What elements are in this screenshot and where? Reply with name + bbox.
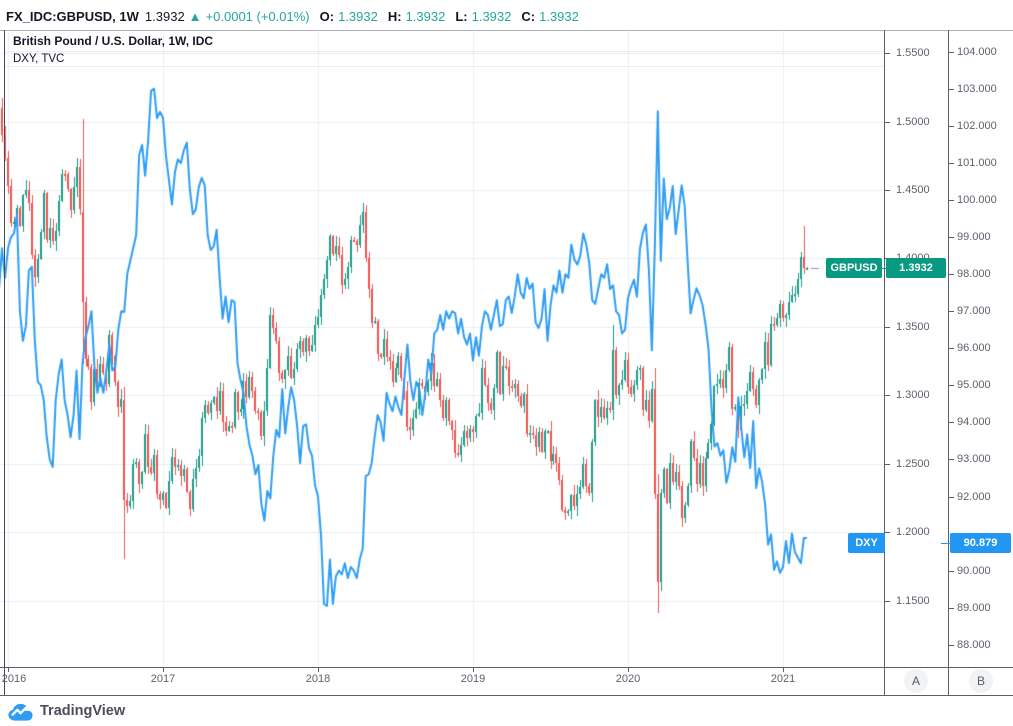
axis-tick-mark [949, 385, 954, 386]
axis-tick-label: 98.000 [957, 268, 991, 280]
axis-tick-mark [949, 348, 954, 349]
close-value: 1.3932 [539, 8, 579, 24]
high-label: H: [387, 8, 402, 24]
pane-top-border [0, 30, 1013, 31]
dxy-series-label: DXY [848, 533, 885, 553]
gbpusd-price-badge: 1.3932 [886, 258, 946, 278]
close-label: C: [521, 8, 536, 24]
axis-tick-label: 1.2500 [896, 458, 930, 470]
ohlc-header: FX_IDC:GBPUSD, 1W 1.3932 ▲ +0.0001 (+0.0… [6, 7, 579, 25]
axis-tick-label: 1.4500 [896, 184, 930, 196]
axis-tick-mark [885, 532, 890, 533]
axis-tick-label: 97.000 [957, 305, 991, 317]
brand-name: TradingView [40, 703, 126, 719]
axis-tick-mark [949, 200, 954, 201]
open-value: 1.3932 [338, 8, 378, 24]
axis-tick-label: 100.000 [957, 194, 997, 206]
axis-tick-mark [949, 571, 954, 572]
time-tick-label: 2019 [460, 673, 486, 685]
axis-tick-label: 1.1500 [896, 595, 930, 607]
axis-tick-label: 95.000 [957, 379, 991, 391]
legend-overlay-series[interactable]: DXY, TVC [5, 52, 884, 67]
axis-tick-mark [949, 274, 954, 275]
time-tick-mark [163, 668, 164, 672]
time-axis-separator [0, 667, 1013, 668]
change-arrow-icon: ▲ [188, 8, 202, 24]
time-tick-label: 2017 [150, 673, 176, 685]
axis-tick-mark [949, 422, 954, 423]
axis-a-button[interactable]: A [904, 669, 928, 693]
high-value: 1.3932 [405, 8, 446, 24]
axis-tick-label: 102.000 [957, 120, 997, 132]
axis-tick-label: 94.000 [957, 416, 991, 428]
footer-brand[interactable]: TradingView [8, 699, 125, 723]
price-axis-gbpusd[interactable]: 1.55001.50001.45001.40001.35001.30001.25… [885, 30, 948, 667]
axis-tick-label: 101.000 [957, 157, 997, 169]
axis-tick-label: 1.3500 [896, 321, 930, 333]
pane-bottom-border [0, 695, 1013, 696]
axis-tick-label: 103.000 [957, 83, 997, 95]
symbol-title: FX_IDC:GBPUSD, 1W [6, 8, 139, 24]
axis-tick-label: 104.000 [957, 46, 997, 58]
dxy-price-badge: 90.879 [950, 533, 1011, 553]
axis-tick-label: 89.000 [957, 602, 991, 614]
axis-tick-mark [885, 395, 890, 396]
axis-tick-label: 92.000 [957, 491, 991, 503]
time-tick-label: 2016 [1, 673, 27, 685]
time-tick-mark [318, 668, 319, 672]
axis-tick-mark [885, 190, 890, 191]
axis-tick-label: 90.000 [957, 565, 991, 577]
price-chart-pane[interactable] [0, 30, 884, 667]
axis-tick-mark [949, 459, 954, 460]
dxy-price-tick [941, 543, 950, 544]
time-tick-mark [628, 668, 629, 672]
axis-tick-mark [949, 89, 954, 90]
axis-tick-mark [885, 122, 890, 123]
axis-tick-mark [885, 327, 890, 328]
open-label: O: [319, 8, 335, 24]
axis-tick-mark [885, 464, 890, 465]
axis-tick-label: 99.000 [957, 231, 991, 243]
tradingview-logo-icon [8, 702, 33, 721]
legend-main-series[interactable]: British Pound / U.S. Dollar, 1W, IDC [5, 31, 884, 52]
time-axis[interactable]: 2016 2017 2018 2019 2020 2021 [0, 668, 1013, 695]
axis-tick-label: 1.5500 [896, 47, 930, 59]
axis-tick-mark [949, 497, 954, 498]
time-tick-mark [473, 668, 474, 672]
time-tick-label: 2018 [305, 673, 331, 685]
time-tick-mark [8, 668, 9, 672]
axis-tick-label: 88.000 [957, 639, 991, 651]
gbpusd-price-tick [880, 268, 890, 269]
change-text: +0.0001 (+0.01%) [205, 8, 310, 24]
low-value: 1.3932 [471, 8, 512, 24]
axis-tick-mark [949, 52, 954, 53]
axis-tick-mark [949, 237, 954, 238]
last-price: 1.3932 [144, 8, 185, 24]
axis-tick-mark [949, 126, 954, 127]
axis-tick-label: 1.5000 [896, 116, 930, 128]
time-tick-label: 2020 [615, 673, 641, 685]
legend: British Pound / U.S. Dollar, 1W, IDC DXY… [5, 31, 884, 67]
time-tick-label: 2021 [770, 673, 796, 685]
axis-tick-mark [949, 311, 954, 312]
axis-b-button[interactable]: B [969, 669, 993, 693]
axis-tick-mark [949, 645, 954, 646]
axis-tick-mark [885, 601, 890, 602]
pane-left-border [4, 30, 5, 695]
axis-b-separator [948, 30, 949, 695]
axis-tick-label: 1.2000 [896, 526, 930, 538]
price-axis-dxy[interactable]: 104.000 103.000 102.000 101.000 100.000 99.00… [949, 30, 1013, 667]
low-label: L: [455, 8, 468, 24]
time-tick-mark [783, 668, 784, 672]
axis-tick-label: 1.3000 [896, 389, 930, 401]
gbpusd-series-label: GBPUSD [826, 258, 882, 278]
axis-tick-label: 93.000 [957, 453, 991, 465]
axis-a-separator [884, 30, 885, 695]
axis-tick-mark [885, 53, 890, 54]
axis-tick-mark [949, 608, 954, 609]
axis-tick-label: 96.000 [957, 342, 991, 354]
axis-tick-mark [949, 163, 954, 164]
